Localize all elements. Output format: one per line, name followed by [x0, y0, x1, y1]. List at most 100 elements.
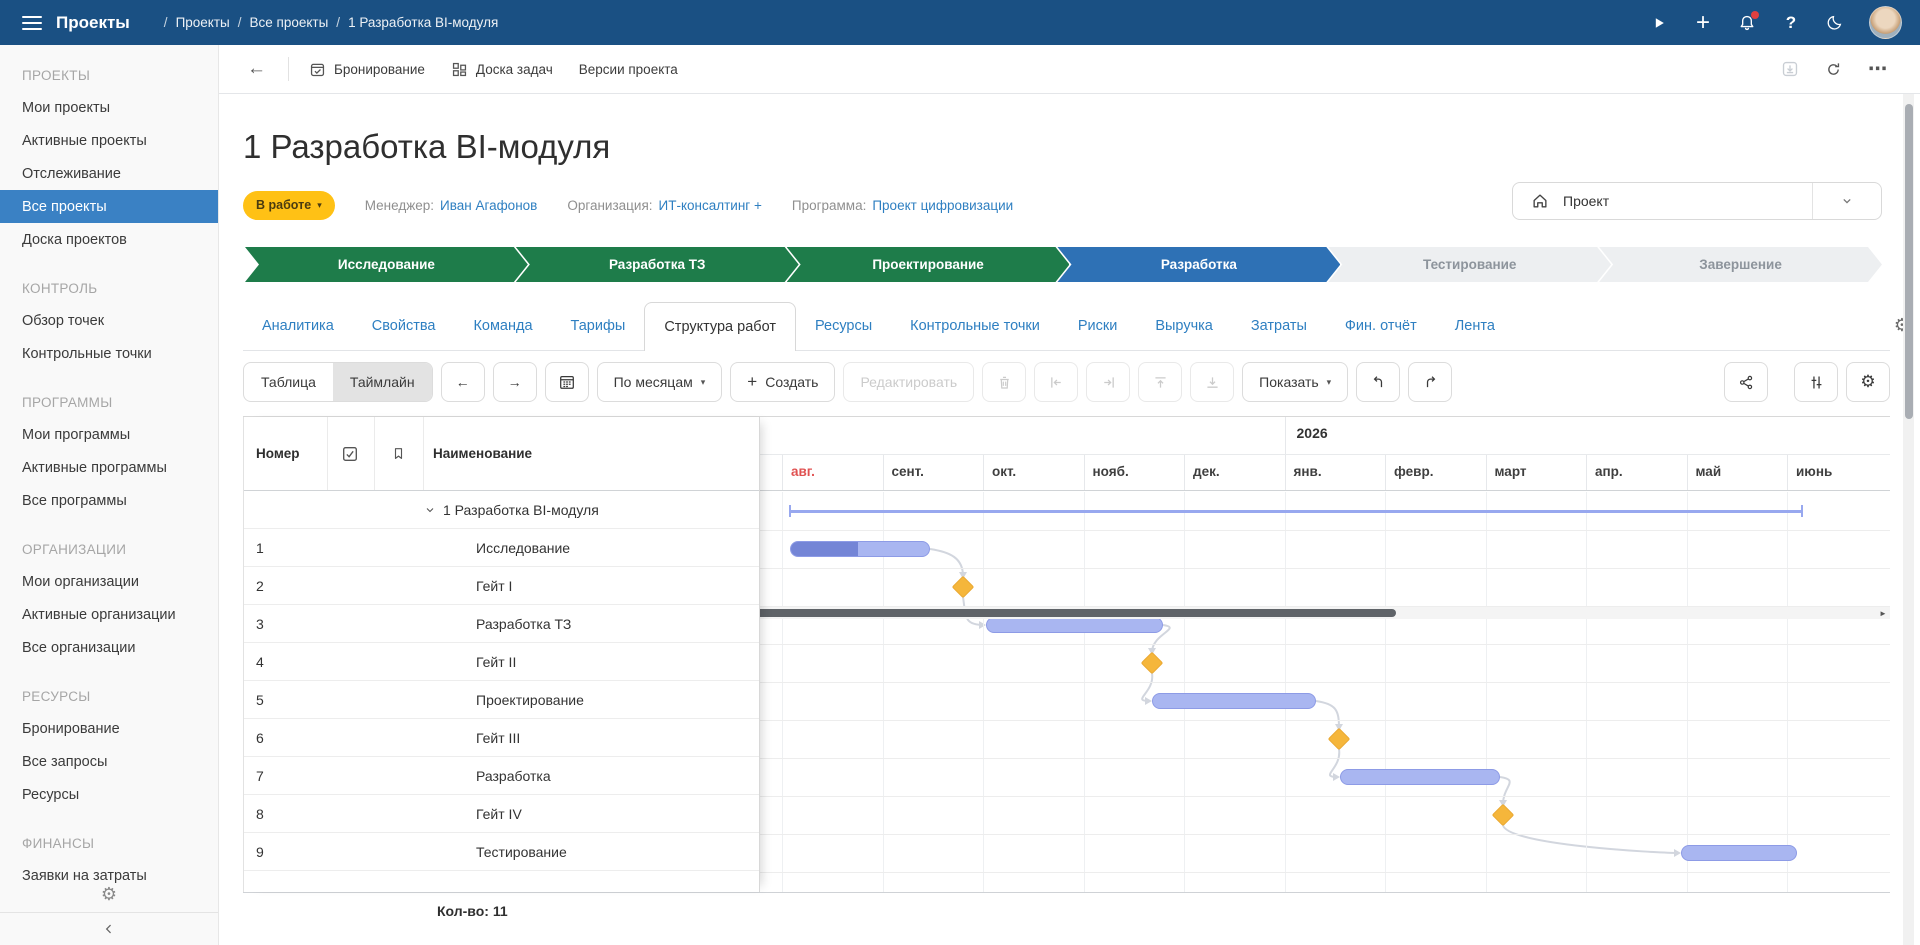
sidebar-item[interactable]: Доска проектов — [22, 231, 127, 248]
tab[interactable]: Тарифы — [570, 318, 626, 334]
gantt-bar[interactable] — [986, 617, 1163, 633]
gantt-milestone-diamond[interactable] — [1491, 803, 1515, 827]
table-row[interactable]: 5 Проектирование — [244, 681, 759, 719]
gantt-milestone-diamond[interactable] — [1327, 727, 1351, 751]
tab[interactable]: Риски — [1077, 318, 1118, 334]
timeline-right-button[interactable]: → — [492, 362, 537, 402]
calendar-button[interactable] — [544, 362, 589, 402]
stage-current[interactable]: Разработка — [1057, 247, 1340, 282]
gantt-bar[interactable] — [1340, 769, 1500, 785]
stage-done[interactable]: Разработка ТЗ — [516, 247, 799, 282]
vertical-scrollbar-thumb[interactable] — [1904, 104, 1913, 419]
gantt-bar[interactable] — [1681, 845, 1797, 861]
more-options-icon[interactable]: ⋯ — [1868, 58, 1888, 80]
project-type-dropdown[interactable]: Проект — [1512, 182, 1882, 220]
tab[interactable]: Структура работ — [644, 302, 796, 351]
share-icon[interactable] — [1724, 362, 1768, 402]
table-row[interactable]: 9 Тестирование — [244, 833, 759, 871]
tab[interactable]: Свойства — [371, 318, 436, 334]
stage-future[interactable]: Тестирование — [1328, 247, 1611, 282]
gantt-milestone-diamond[interactable] — [951, 575, 975, 599]
sidebar-item[interactable]: Контрольные точки — [22, 345, 152, 362]
task-board-button[interactable]: Доска задач — [451, 61, 553, 78]
menu-icon[interactable] — [22, 15, 42, 30]
create-button[interactable]: + Создать — [730, 362, 836, 402]
gantt-milestone-diamond[interactable] — [1140, 651, 1164, 675]
sidebar-settings-gear-icon[interactable]: ⚙ — [100, 884, 118, 904]
select-all-checkbox-icon[interactable] — [341, 417, 359, 490]
organization-link[interactable]: ИТ-консалтинг + — [658, 197, 762, 213]
sidebar-item[interactable]: Активные организации — [22, 606, 176, 623]
table-row[interactable]: 2 Гейт I — [244, 567, 759, 605]
sidebar-item[interactable]: Отслеживание — [22, 165, 121, 182]
expander-chevron-icon[interactable] — [424, 504, 436, 516]
tab[interactable]: Выручка — [1155, 318, 1213, 334]
timeline-left-button[interactable]: ← — [440, 362, 485, 402]
sidebar-item[interactable]: Мои организации — [22, 573, 139, 590]
sidebar-item[interactable]: Активные программы — [22, 459, 167, 476]
gantt-bar[interactable] — [1152, 693, 1316, 709]
tab[interactable]: Фин. отчёт — [1344, 318, 1417, 334]
tab[interactable]: Команда — [473, 318, 533, 334]
table-row[interactable]: 3 Разработка ТЗ — [244, 605, 759, 643]
table-row[interactable]: 7 Разработка — [244, 757, 759, 795]
tab[interactable]: Затраты — [1250, 318, 1307, 334]
horizontal-scrollbar-thumb[interactable] — [514, 609, 1396, 617]
refresh-icon[interactable] — [1825, 61, 1842, 78]
sidebar-item[interactable]: Все запросы — [22, 753, 108, 770]
sidebar-item[interactable]: Все проекты — [0, 190, 218, 223]
row-number: 3 — [256, 616, 264, 632]
sidebar-item[interactable]: Все организации — [22, 639, 136, 656]
add-icon[interactable]: + — [1695, 8, 1710, 36]
manager-link[interactable]: Иван Агафонов — [440, 197, 538, 213]
tab[interactable]: Аналитика — [262, 318, 334, 334]
scroll-right-arrow-icon[interactable]: ► — [1879, 608, 1887, 618]
notifications-bell-icon[interactable] — [1737, 10, 1759, 33]
scale-dropdown[interactable]: По месяцам ▾ — [596, 362, 723, 402]
sidebar-item[interactable]: Ресурсы — [22, 786, 80, 803]
sidebar-item[interactable]: Мои проекты — [22, 99, 111, 116]
table-row[interactable]: 6 Гейт III — [244, 719, 759, 757]
table-row[interactable]: 1 Исследование — [244, 529, 759, 567]
table-row[interactable]: 8 Гейт IV — [244, 795, 759, 833]
filter-sliders-icon[interactable] — [1794, 362, 1838, 402]
back-arrow-icon[interactable]: ← — [247, 58, 266, 79]
sidebar-collapse-button[interactable] — [0, 912, 218, 945]
view-timeline-button[interactable]: Таймлайн — [332, 363, 432, 401]
undo-button[interactable] — [1356, 362, 1401, 402]
help-icon[interactable]: ? — [1785, 12, 1797, 32]
breadcrumb-item[interactable]: Все проекты — [249, 15, 329, 30]
vertical-scrollbar[interactable] — [1903, 94, 1914, 945]
tab[interactable]: Контрольные точки — [910, 318, 1040, 334]
dark-mode-moon-icon[interactable] — [1825, 13, 1845, 33]
table-row[interactable]: 4 Гейт II — [244, 643, 759, 681]
stage-future[interactable]: Завершение — [1599, 247, 1882, 282]
stage-done[interactable]: Проектирование — [787, 247, 1070, 282]
breadcrumb-item[interactable]: Проекты — [175, 15, 230, 30]
sidebar-item[interactable]: Мои программы — [22, 426, 131, 443]
sidebar-item[interactable]: Обзор точек — [22, 312, 105, 329]
gantt-settings-gear-icon[interactable]: ⚙ — [1846, 362, 1890, 402]
stage-done[interactable]: Исследование — [245, 247, 528, 282]
sidebar-item[interactable]: Бронирование — [22, 720, 120, 737]
status-badge[interactable]: В работе ▾ — [243, 190, 335, 220]
redo-button[interactable] — [1408, 362, 1453, 402]
view-table-button[interactable]: Таблица — [261, 374, 316, 390]
kanban-board-icon — [452, 62, 467, 76]
sidebar-item[interactable]: Заявки на затраты — [22, 867, 147, 884]
sidebar-item[interactable]: Активные проекты — [22, 132, 147, 149]
grid-hline — [760, 872, 1890, 873]
tab[interactable]: Лента — [1454, 318, 1495, 334]
user-avatar[interactable] — [1869, 6, 1902, 39]
booking-button[interactable]: Бронирование — [309, 61, 425, 78]
play-icon[interactable] — [1649, 13, 1669, 33]
show-dropdown[interactable]: Показать ▾ — [1242, 362, 1349, 402]
table-row[interactable]: 1 Разработка BI-модуля — [244, 491, 759, 529]
project-versions-button[interactable]: Версии проекта — [578, 61, 678, 77]
program-link[interactable]: Проект цифровизации — [872, 197, 1014, 213]
sidebar-item[interactable]: Все программы — [22, 492, 127, 509]
top-bar: Проекты / Проекты / Все проекты / 1 Разработк… — [0, 0, 1920, 45]
gantt-summary-bar[interactable] — [790, 510, 1802, 513]
tab[interactable]: Ресурсы — [814, 318, 873, 334]
gantt-bar[interactable] — [790, 541, 930, 557]
